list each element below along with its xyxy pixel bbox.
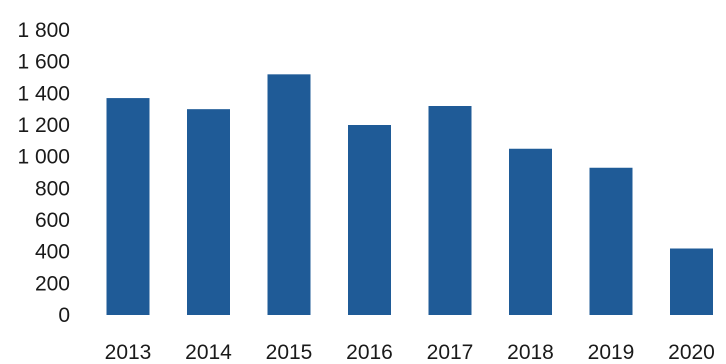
x-tick-label: 2018	[507, 341, 554, 364]
bar-series	[106, 74, 713, 316]
x-tick-label: 2014	[185, 341, 232, 364]
y-tick-label: 1 000	[17, 146, 70, 169]
x-tick-label: 2013	[105, 341, 152, 364]
y-tick-label: 0	[58, 304, 70, 327]
x-axis: 2013 2014 2015 2016 2017 2018 2019 2020	[105, 341, 715, 364]
bar-2014	[187, 109, 230, 316]
y-axis: 0 200 400 600 800 1 000 1 200 1 400 1 600 1 800	[17, 19, 70, 327]
x-tick-label: 2015	[266, 341, 313, 364]
x-tick-label: 2016	[346, 341, 393, 364]
x-tick-label: 2017	[427, 341, 474, 364]
y-tick-label: 800	[35, 177, 70, 200]
bar-2019	[589, 167, 633, 315]
x-tick-label: 2020	[668, 341, 715, 364]
x-tick-label: 2019	[588, 341, 635, 364]
bar-2017	[428, 106, 472, 315]
y-tick-label: 1 600	[17, 51, 70, 74]
y-tick-label: 1 400	[17, 82, 70, 105]
bar-2018	[509, 148, 552, 315]
bar-2013	[106, 98, 150, 315]
y-tick-label: 1 200	[17, 114, 70, 137]
bar-2020	[670, 248, 713, 315]
y-tick-label: 200	[35, 272, 70, 295]
bar-2015	[267, 74, 311, 315]
y-tick-label: 1 800	[17, 19, 70, 42]
bar-2016	[348, 125, 391, 315]
y-tick-label: 400	[35, 241, 70, 264]
y-tick-label: 600	[35, 209, 70, 232]
